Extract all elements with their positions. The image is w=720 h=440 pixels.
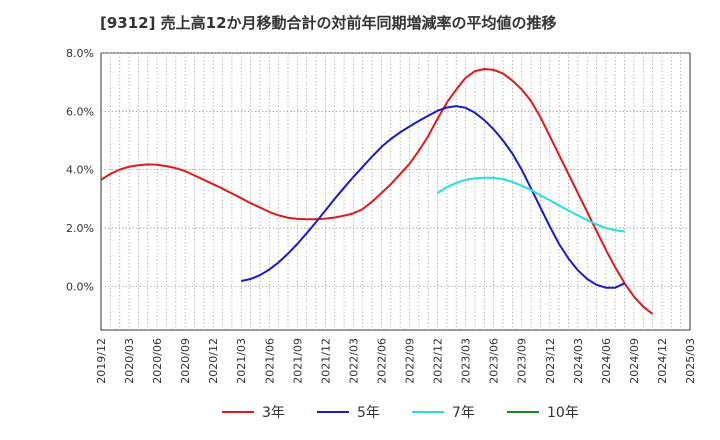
legend-swatch-5y	[317, 411, 349, 413]
x-tick-label: 2019/12	[95, 338, 108, 384]
x-tick-label: 2024/12	[656, 338, 669, 384]
x-tick-label: 2022/06	[375, 338, 388, 384]
legend: 3年 5年 7年 10年	[0, 402, 720, 426]
x-tick-label: 2020/06	[151, 338, 164, 384]
series-line-3年	[100, 68, 654, 315]
series-line-5年	[240, 105, 626, 289]
y-tick-label: 6.0%	[66, 105, 94, 118]
y-tick-label: 2.0%	[66, 222, 94, 235]
legend-swatch-10y	[507, 411, 539, 413]
x-tick-label: 2020/09	[179, 338, 192, 384]
y-tick-label: 0.0%	[66, 280, 94, 293]
legend-swatch-3y	[222, 411, 254, 413]
legend-item-7y: 7年	[412, 402, 475, 422]
legend-label-3y: 3年	[262, 405, 285, 421]
legend-label-7y: 7年	[452, 405, 475, 421]
x-tick-label: 2023/06	[488, 338, 501, 384]
x-tick-label: 2022/12	[432, 338, 445, 384]
x-tick-label: 2023/03	[460, 338, 473, 384]
x-tick-label: 2021/06	[263, 338, 276, 384]
x-tick-label: 2020/12	[207, 338, 220, 384]
x-tick-label: 2024/06	[600, 338, 613, 384]
x-tick-label: 2021/12	[319, 338, 332, 384]
series-line-7年	[437, 176, 625, 233]
x-tick-label: 2022/03	[347, 338, 360, 384]
x-tick-label: 2024/09	[628, 338, 641, 384]
x-tick-label: 2021/09	[291, 338, 304, 384]
y-tick-label: 8.0%	[66, 47, 94, 60]
x-tick-label: 2022/09	[404, 338, 417, 384]
y-tick-label: 4.0%	[66, 164, 94, 177]
chart-title: [9312] 売上高12か月移動合計の対前年同期増減率の平均値の推移	[100, 14, 557, 32]
legend-label-10y: 10年	[547, 405, 579, 421]
x-tick-label: 2023/09	[516, 338, 529, 384]
x-tick-label: 2025/03	[684, 338, 697, 384]
x-tick-label: 2023/12	[544, 338, 557, 384]
legend-item-5y: 5年	[317, 402, 380, 422]
plot-area	[100, 52, 691, 331]
x-tick-label: 2024/03	[572, 338, 585, 384]
x-tick-label: 2020/03	[123, 338, 136, 384]
legend-swatch-7y	[412, 411, 444, 413]
x-tick-label: 2021/03	[235, 338, 248, 384]
legend-label-5y: 5年	[357, 405, 380, 421]
legend-item-10y: 10年	[507, 402, 579, 422]
legend-item-3y: 3年	[222, 402, 285, 422]
